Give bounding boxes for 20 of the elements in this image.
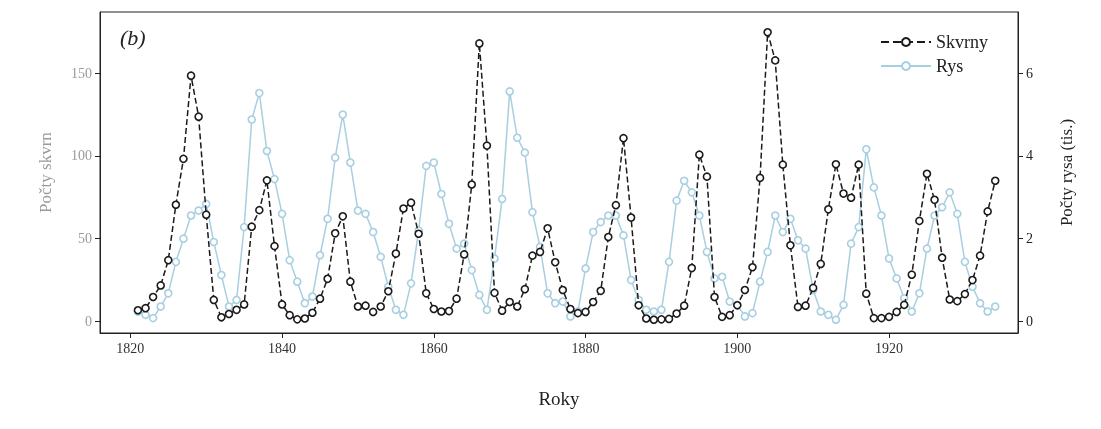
y-axis-title: Počty skvrn	[36, 131, 55, 213]
y-tick-label: 50	[78, 231, 92, 247]
x-tick-label: 1840	[268, 340, 297, 356]
y-tick-label: 150	[71, 65, 92, 81]
x-tick-label: 1920	[875, 340, 904, 356]
x-axis-title: Roky	[538, 388, 581, 409]
y2-tick-label: 4	[1026, 148, 1033, 164]
y2-tick-label: 2	[1026, 231, 1033, 247]
y-tick-label: 0	[85, 313, 92, 329]
y2-tick-label: 0	[1026, 313, 1033, 329]
y2-tick-label: 6	[1026, 65, 1033, 81]
x-tick-label: 1860	[419, 340, 448, 356]
annotation: (b)	[120, 24, 146, 50]
x-tick-label: 1820	[116, 340, 145, 356]
legend-label: Skvrny	[936, 32, 989, 52]
x-tick-label: 1900	[723, 340, 752, 356]
legend-label: Rys	[936, 56, 964, 76]
y2-axis-title: Počty rysa (tis.)	[1057, 118, 1076, 227]
x-tick-label: 1880	[571, 340, 600, 356]
y-tick-label: 100	[71, 148, 92, 164]
